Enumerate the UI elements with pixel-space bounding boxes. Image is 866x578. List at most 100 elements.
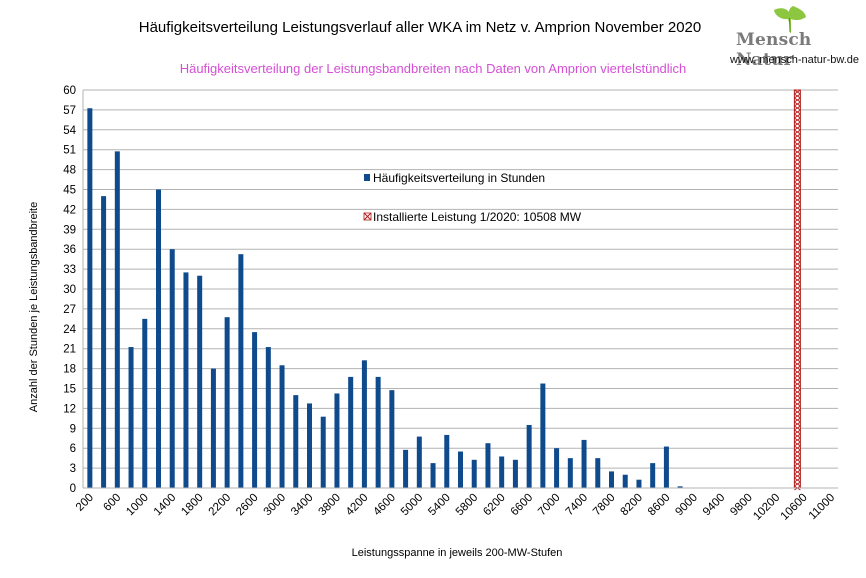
capacity-line-hatch bbox=[794, 233, 801, 239]
capacity-line-hatch bbox=[794, 393, 801, 399]
capacity-line-hatch bbox=[794, 453, 801, 459]
bar bbox=[224, 317, 230, 488]
capacity-line-hatch bbox=[794, 425, 801, 431]
capacity-line-hatch bbox=[794, 397, 801, 403]
capacity-line-hatch bbox=[794, 405, 801, 411]
capacity-line-hatch bbox=[794, 181, 801, 187]
x-tick-label: 4200 bbox=[344, 492, 371, 519]
capacity-line-hatch bbox=[794, 401, 801, 407]
capacity-line-hatch bbox=[794, 141, 801, 147]
bar bbox=[265, 347, 271, 488]
bar bbox=[663, 446, 669, 488]
x-tick-label: 7400 bbox=[564, 492, 591, 519]
y-tick-label: 0 bbox=[70, 483, 76, 495]
capacity-line-hatch bbox=[794, 305, 801, 311]
capacity-line-hatch bbox=[794, 97, 801, 103]
capacity-line-hatch bbox=[794, 369, 801, 375]
capacity-line-hatch bbox=[794, 285, 801, 291]
bar bbox=[197, 275, 203, 488]
capacity-line-hatch bbox=[794, 249, 801, 255]
capacity-line-hatch bbox=[794, 145, 801, 151]
x-tick-label: 10600 bbox=[779, 492, 810, 523]
x-tick-label: 2200 bbox=[207, 492, 234, 519]
y-tick-label: 15 bbox=[63, 384, 76, 396]
chart-title: Häufigkeitsverteilung Leistungsverlauf a… bbox=[138, 19, 702, 36]
capacity-line-hatch bbox=[794, 273, 801, 279]
capacity-line-hatch bbox=[794, 317, 801, 323]
capacity-line-hatch bbox=[794, 345, 801, 351]
capacity-line-hatch bbox=[794, 337, 801, 343]
capacity-line-hatch bbox=[794, 329, 801, 335]
capacity-line-hatch bbox=[794, 469, 801, 475]
bar bbox=[650, 463, 656, 488]
capacity-line-hatch bbox=[794, 197, 801, 203]
capacity-line-hatch bbox=[794, 149, 801, 155]
capacity-line-hatch bbox=[794, 185, 801, 191]
x-tick-label: 3000 bbox=[262, 492, 289, 519]
y-tick-label: 9 bbox=[70, 423, 76, 435]
capacity-line-hatch bbox=[794, 221, 801, 227]
capacity-line-hatch bbox=[794, 269, 801, 275]
logo-wordmark: Mensch Natur bbox=[736, 30, 812, 70]
x-tick-label: 5400 bbox=[426, 492, 453, 519]
x-tick-label: 1800 bbox=[179, 492, 206, 519]
x-tick-label: 3800 bbox=[316, 492, 343, 519]
capacity-line-hatch bbox=[794, 349, 801, 355]
legend-swatch-bars bbox=[364, 174, 370, 181]
y-tick-label: 27 bbox=[63, 304, 76, 316]
bar bbox=[512, 459, 518, 488]
y-tick-label: 45 bbox=[63, 185, 76, 197]
capacity-line-hatch bbox=[794, 89, 801, 95]
x-tick-label: 7000 bbox=[536, 492, 563, 519]
capacity-line-hatch bbox=[794, 361, 801, 367]
y-axis-title: Anzahl der Stunden je Leistungsbandbreit… bbox=[28, 202, 40, 412]
x-tick-label: 3400 bbox=[289, 492, 316, 519]
capacity-line-hatch bbox=[794, 225, 801, 231]
bar bbox=[430, 463, 436, 488]
capacity-line-hatch bbox=[794, 237, 801, 243]
capacity-line-hatch bbox=[794, 461, 801, 467]
x-tick-label: 5800 bbox=[454, 492, 481, 519]
legend-swatch-capacity bbox=[363, 212, 372, 221]
bar bbox=[609, 471, 614, 488]
y-tick-label: 21 bbox=[63, 344, 76, 356]
chart-subtitle: Häufigkeitsverteilung der Leistungsbandb… bbox=[179, 61, 687, 76]
bar bbox=[444, 434, 450, 488]
capacity-line-hatch bbox=[794, 101, 801, 107]
x-tick-label: 1400 bbox=[152, 492, 179, 519]
bar bbox=[279, 365, 285, 488]
bar bbox=[471, 459, 477, 488]
capacity-line-hatch bbox=[794, 105, 801, 111]
bar bbox=[348, 376, 354, 488]
gridlines bbox=[82, 89, 838, 489]
capacity-line-hatch bbox=[794, 477, 801, 483]
capacity-line-hatch bbox=[794, 201, 801, 207]
capacity-line-hatch bbox=[794, 321, 801, 327]
capacity-line-hatch bbox=[794, 137, 801, 143]
capacity-line-hatch bbox=[794, 409, 801, 415]
capacity-line-hatch bbox=[794, 213, 801, 219]
bar bbox=[142, 318, 148, 488]
capacity-line-hatch bbox=[794, 309, 801, 315]
legend-label-capacity: Installierte Leistung 1/2020: 10508 MW bbox=[373, 210, 582, 224]
capacity-line-hatch bbox=[794, 125, 801, 131]
capacity-line-hatch bbox=[794, 217, 801, 223]
capacity-line-hatch bbox=[794, 377, 801, 383]
capacity-line-hatch bbox=[794, 161, 801, 167]
bar bbox=[526, 424, 532, 488]
y-tick-label: 3 bbox=[70, 463, 76, 475]
y-tick-label: 51 bbox=[63, 145, 76, 157]
bar bbox=[87, 108, 93, 488]
capacity-line-hatch bbox=[794, 193, 801, 199]
capacity-line-hatch bbox=[794, 445, 801, 451]
bar bbox=[169, 249, 175, 488]
ginkgo-leaf-icon bbox=[774, 6, 806, 33]
y-tick-label: 39 bbox=[63, 224, 76, 236]
capacity-line-hatch bbox=[794, 357, 801, 363]
capacity-line-hatch bbox=[794, 417, 801, 423]
capacity-line-hatch bbox=[794, 449, 801, 455]
bar bbox=[128, 347, 134, 488]
x-tick-label: 10200 bbox=[751, 492, 782, 523]
bar bbox=[238, 254, 244, 488]
